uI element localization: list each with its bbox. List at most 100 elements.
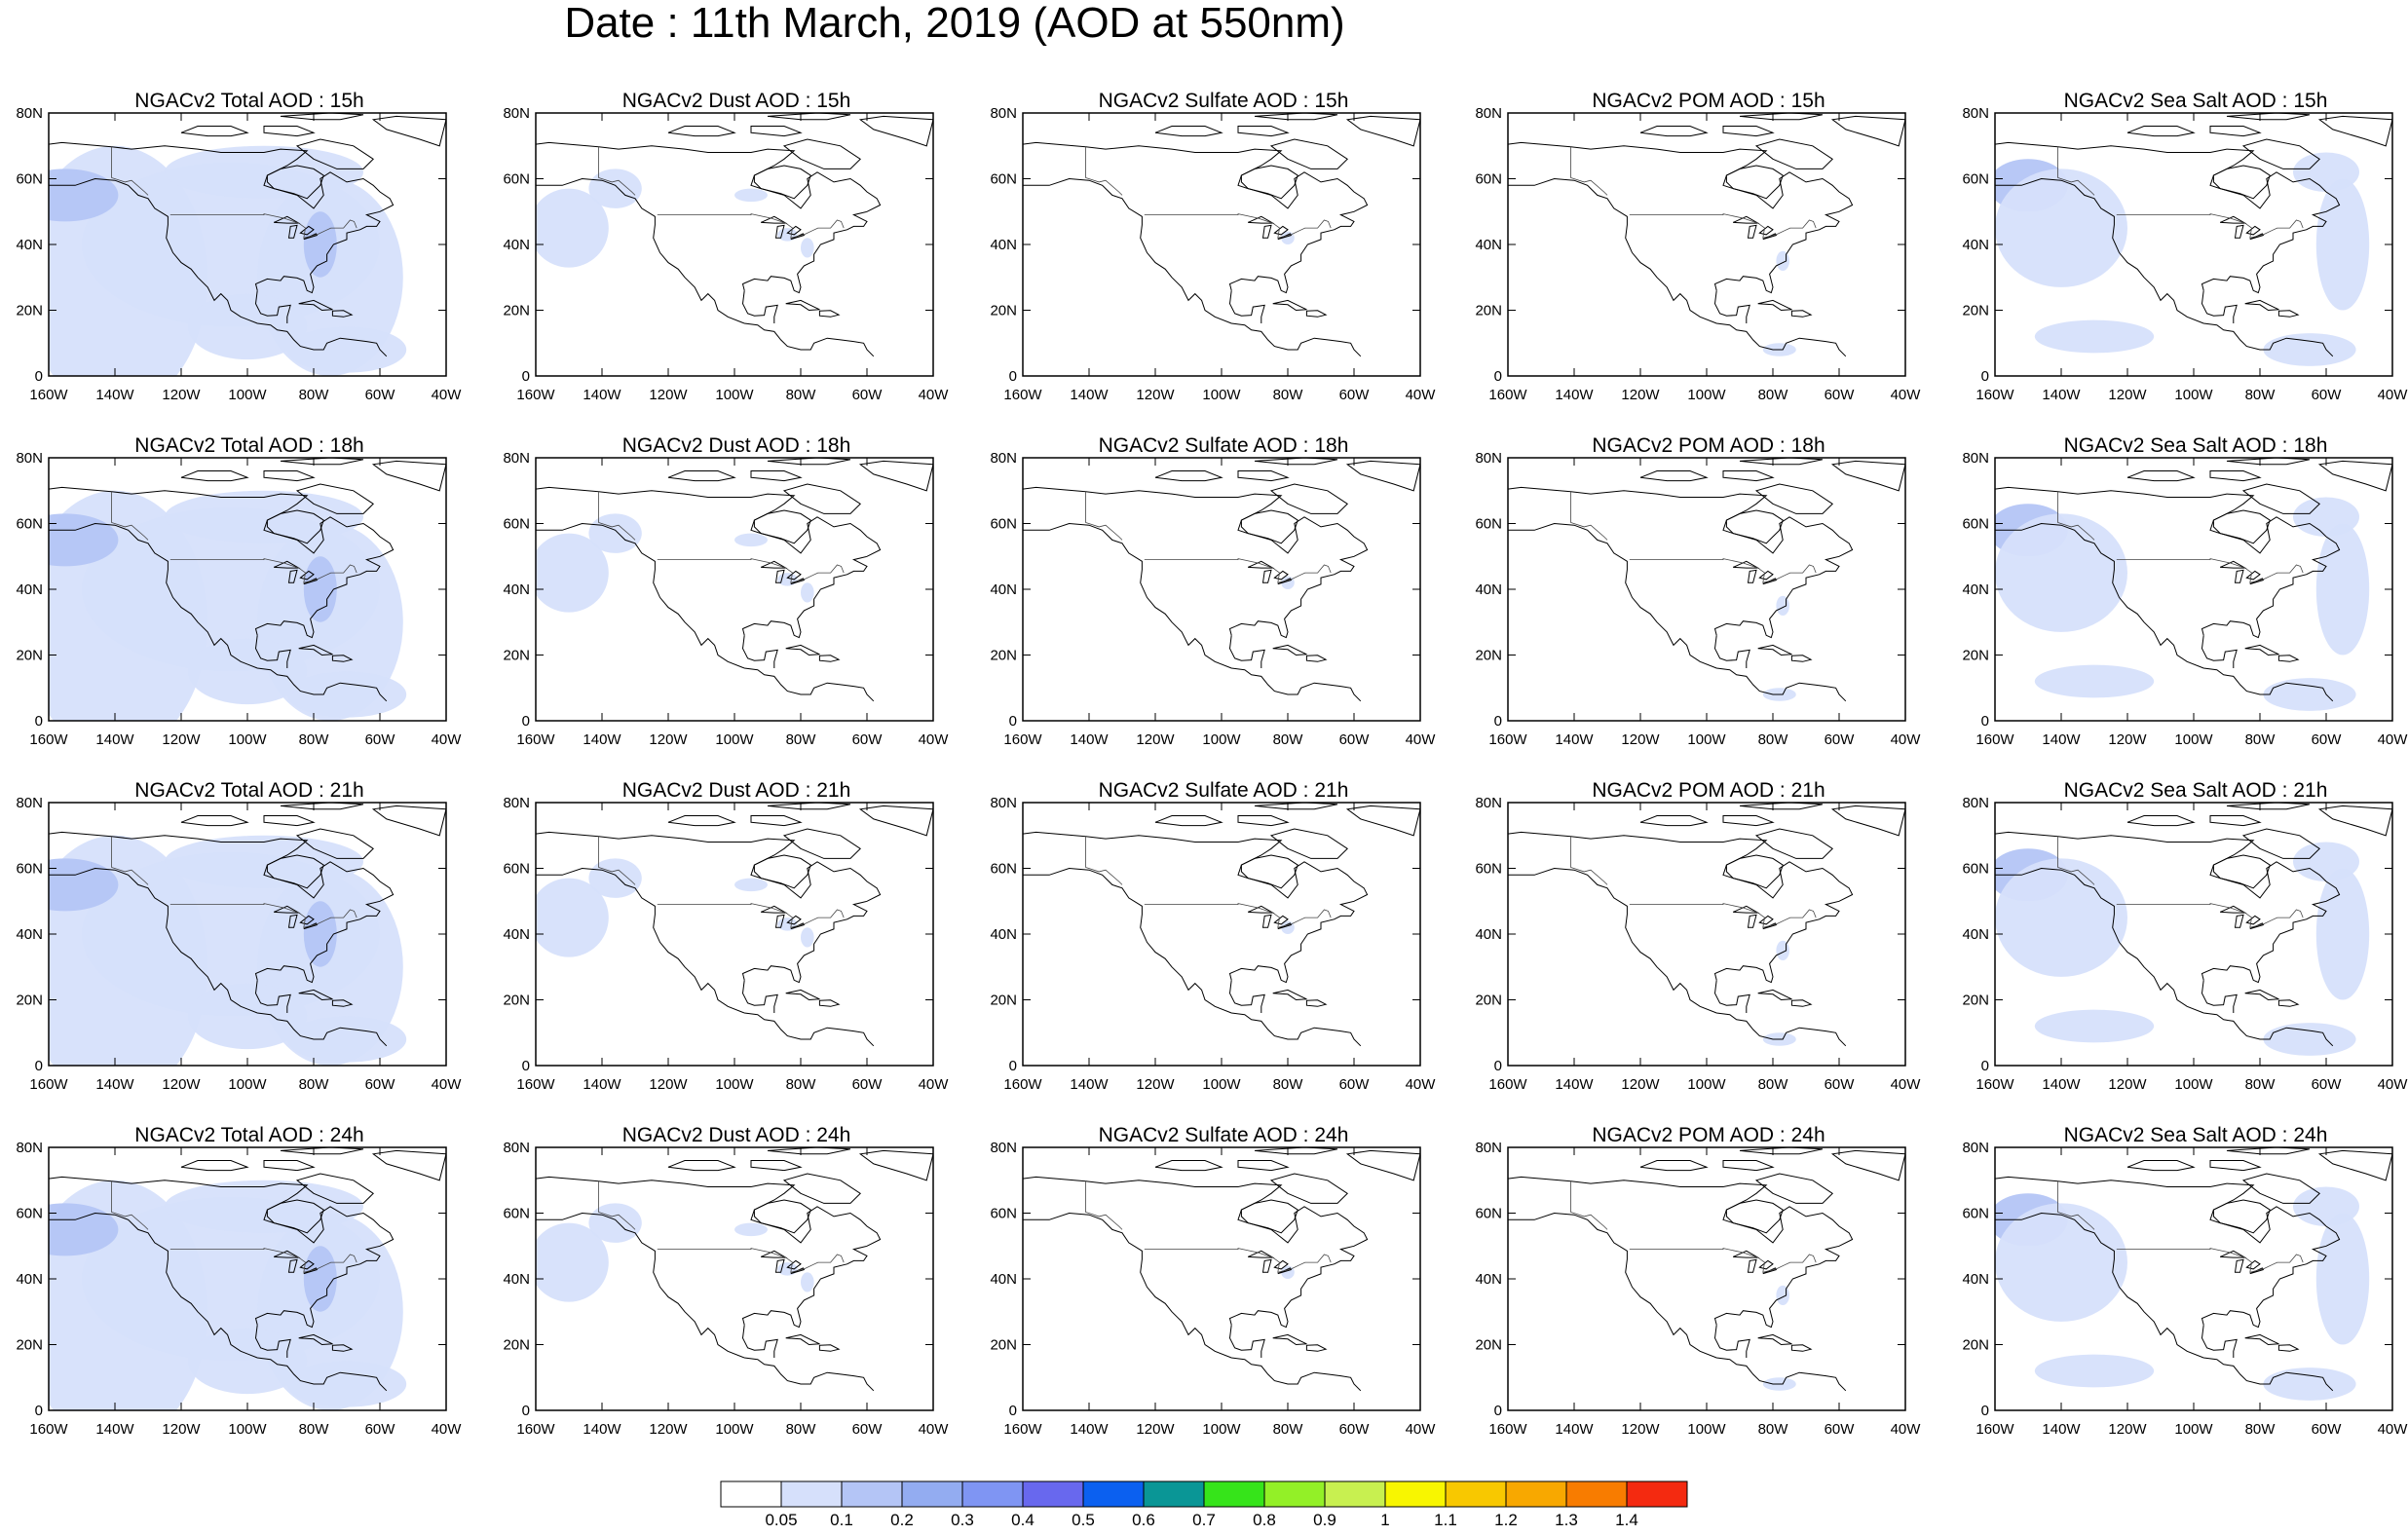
lat-tick-label: 20N xyxy=(16,1337,43,1354)
lat-tick-label: 0 xyxy=(1494,1403,1502,1419)
lat-tick-label: 40N xyxy=(1962,1271,1989,1288)
coastline xyxy=(536,831,882,984)
aod-field-region xyxy=(1776,940,1789,960)
coastline xyxy=(750,854,811,889)
island-outline xyxy=(1305,1344,1328,1352)
lat-tick-label: 20N xyxy=(1962,1337,1989,1354)
aod-field-region xyxy=(286,326,407,373)
lon-tick-label: 120W xyxy=(1621,1421,1660,1438)
lon-tick-label: 120W xyxy=(1136,1076,1175,1093)
aod-field-region xyxy=(1995,169,2127,287)
aod-field-region xyxy=(1776,1285,1789,1305)
lon-tick-label: 40W xyxy=(1891,731,1922,748)
coastline xyxy=(49,177,388,357)
coastline xyxy=(49,486,395,639)
island-outline xyxy=(782,483,861,514)
lon-tick-label: 80W xyxy=(1758,1421,1789,1438)
coastline xyxy=(1023,831,1369,984)
lon-tick-label: 160W xyxy=(1975,1421,2014,1438)
lake-outline xyxy=(1762,233,1778,241)
island-outline xyxy=(2244,989,2279,1001)
lat-tick-label: 0 xyxy=(522,1058,530,1074)
island-outline xyxy=(1269,483,1348,514)
lat-tick-label: 60N xyxy=(1962,516,1989,533)
lon-tick-label: 160W xyxy=(29,387,68,403)
lat-tick-label: 60N xyxy=(1962,1206,1989,1222)
lake-outline xyxy=(774,224,785,239)
lon-tick-label: 80W xyxy=(299,731,330,748)
lon-tick-label: 120W xyxy=(1136,1421,1175,1438)
aod-field-region xyxy=(303,1246,337,1312)
lake-outline xyxy=(2234,1258,2244,1273)
lon-tick-label: 140W xyxy=(1555,1421,1594,1438)
lon-tick-label: 140W xyxy=(95,1421,134,1438)
lon-tick-label: 40W xyxy=(2378,1076,2408,1093)
coastline xyxy=(1722,854,1784,889)
lake-outline xyxy=(303,1267,319,1275)
island-outline xyxy=(1757,644,1792,656)
lon-tick-label: 160W xyxy=(1003,1076,1042,1093)
coastline xyxy=(254,635,291,668)
lat-tick-label: 20N xyxy=(1475,648,1502,664)
coastline xyxy=(49,1176,395,1329)
island-outline xyxy=(1830,115,1905,147)
lon-tick-label: 160W xyxy=(1488,1421,1527,1438)
country-border xyxy=(657,213,845,239)
coastline xyxy=(741,635,778,668)
lon-tick-label: 40W xyxy=(919,1421,950,1438)
lon-tick-label: 140W xyxy=(1555,1076,1594,1093)
island-outline xyxy=(1154,1160,1223,1172)
island-outline xyxy=(667,1160,736,1172)
island-outline xyxy=(818,655,841,662)
coastline xyxy=(1722,1199,1784,1234)
coastline xyxy=(1508,177,1847,357)
aod-field-region xyxy=(2263,1367,2356,1401)
map-panel: NGACv2 Total AOD : 24h 80N 60N 40N 20N 0 160W 1… xyxy=(16,1124,536,1465)
lat-tick-label: 0 xyxy=(1494,1058,1502,1074)
lat-tick-label: 20N xyxy=(1475,1337,1502,1354)
map-panel: NGACv2 Sulfate AOD : 21h 80N 60N 40N 20N 0 160… xyxy=(990,779,1510,1120)
lat-tick-label: 60N xyxy=(1475,1206,1502,1222)
country-border xyxy=(169,558,357,583)
aod-field-region xyxy=(588,169,642,208)
aod-field-region xyxy=(536,188,609,268)
coastline xyxy=(263,1199,324,1234)
colorbar-label: 0.7 xyxy=(1192,1511,1216,1529)
island-outline xyxy=(331,310,354,318)
lon-tick-label: 100W xyxy=(715,1421,754,1438)
lon-tick-label: 60W xyxy=(852,1421,884,1438)
coastline xyxy=(263,854,324,889)
lon-tick-label: 100W xyxy=(1202,1421,1241,1438)
map-panel-grid: NGACv2 Total AOD : 15h 80N 60N 40N 20N 0 160W 1… xyxy=(16,90,2408,1465)
island-outline xyxy=(1722,1160,1775,1172)
map-panel: NGACv2 Total AOD : 21h 80N 60N 40N 20N 0 160W 1… xyxy=(16,779,536,1120)
lon-tick-label: 120W xyxy=(2108,1421,2147,1438)
lake-outline xyxy=(1261,1258,1272,1273)
lat-tick-label: 60N xyxy=(16,171,43,188)
lat-tick-label: 80N xyxy=(990,795,1017,811)
lake-outline xyxy=(2234,224,2244,239)
lon-tick-label: 100W xyxy=(1687,731,1726,748)
lon-tick-label: 40W xyxy=(1406,1076,1437,1093)
lon-tick-label: 140W xyxy=(583,1076,621,1093)
lon-tick-label: 160W xyxy=(1488,1076,1527,1093)
coastline xyxy=(1995,1212,2334,1392)
lat-tick-label: 20N xyxy=(990,993,1017,1009)
lon-tick-label: 80W xyxy=(786,731,817,748)
colorbar-label: 1.2 xyxy=(1494,1511,1518,1529)
lon-tick-label: 80W xyxy=(1758,731,1789,748)
country-border xyxy=(1085,1180,1123,1230)
lake-outline xyxy=(287,1258,298,1273)
lat-tick-label: 0 xyxy=(1981,368,1989,385)
island-outline xyxy=(818,310,841,318)
lon-tick-label: 60W xyxy=(1825,1076,1856,1093)
island-outline xyxy=(2317,805,2392,837)
island-outline xyxy=(295,138,374,169)
lon-tick-label: 60W xyxy=(852,731,884,748)
